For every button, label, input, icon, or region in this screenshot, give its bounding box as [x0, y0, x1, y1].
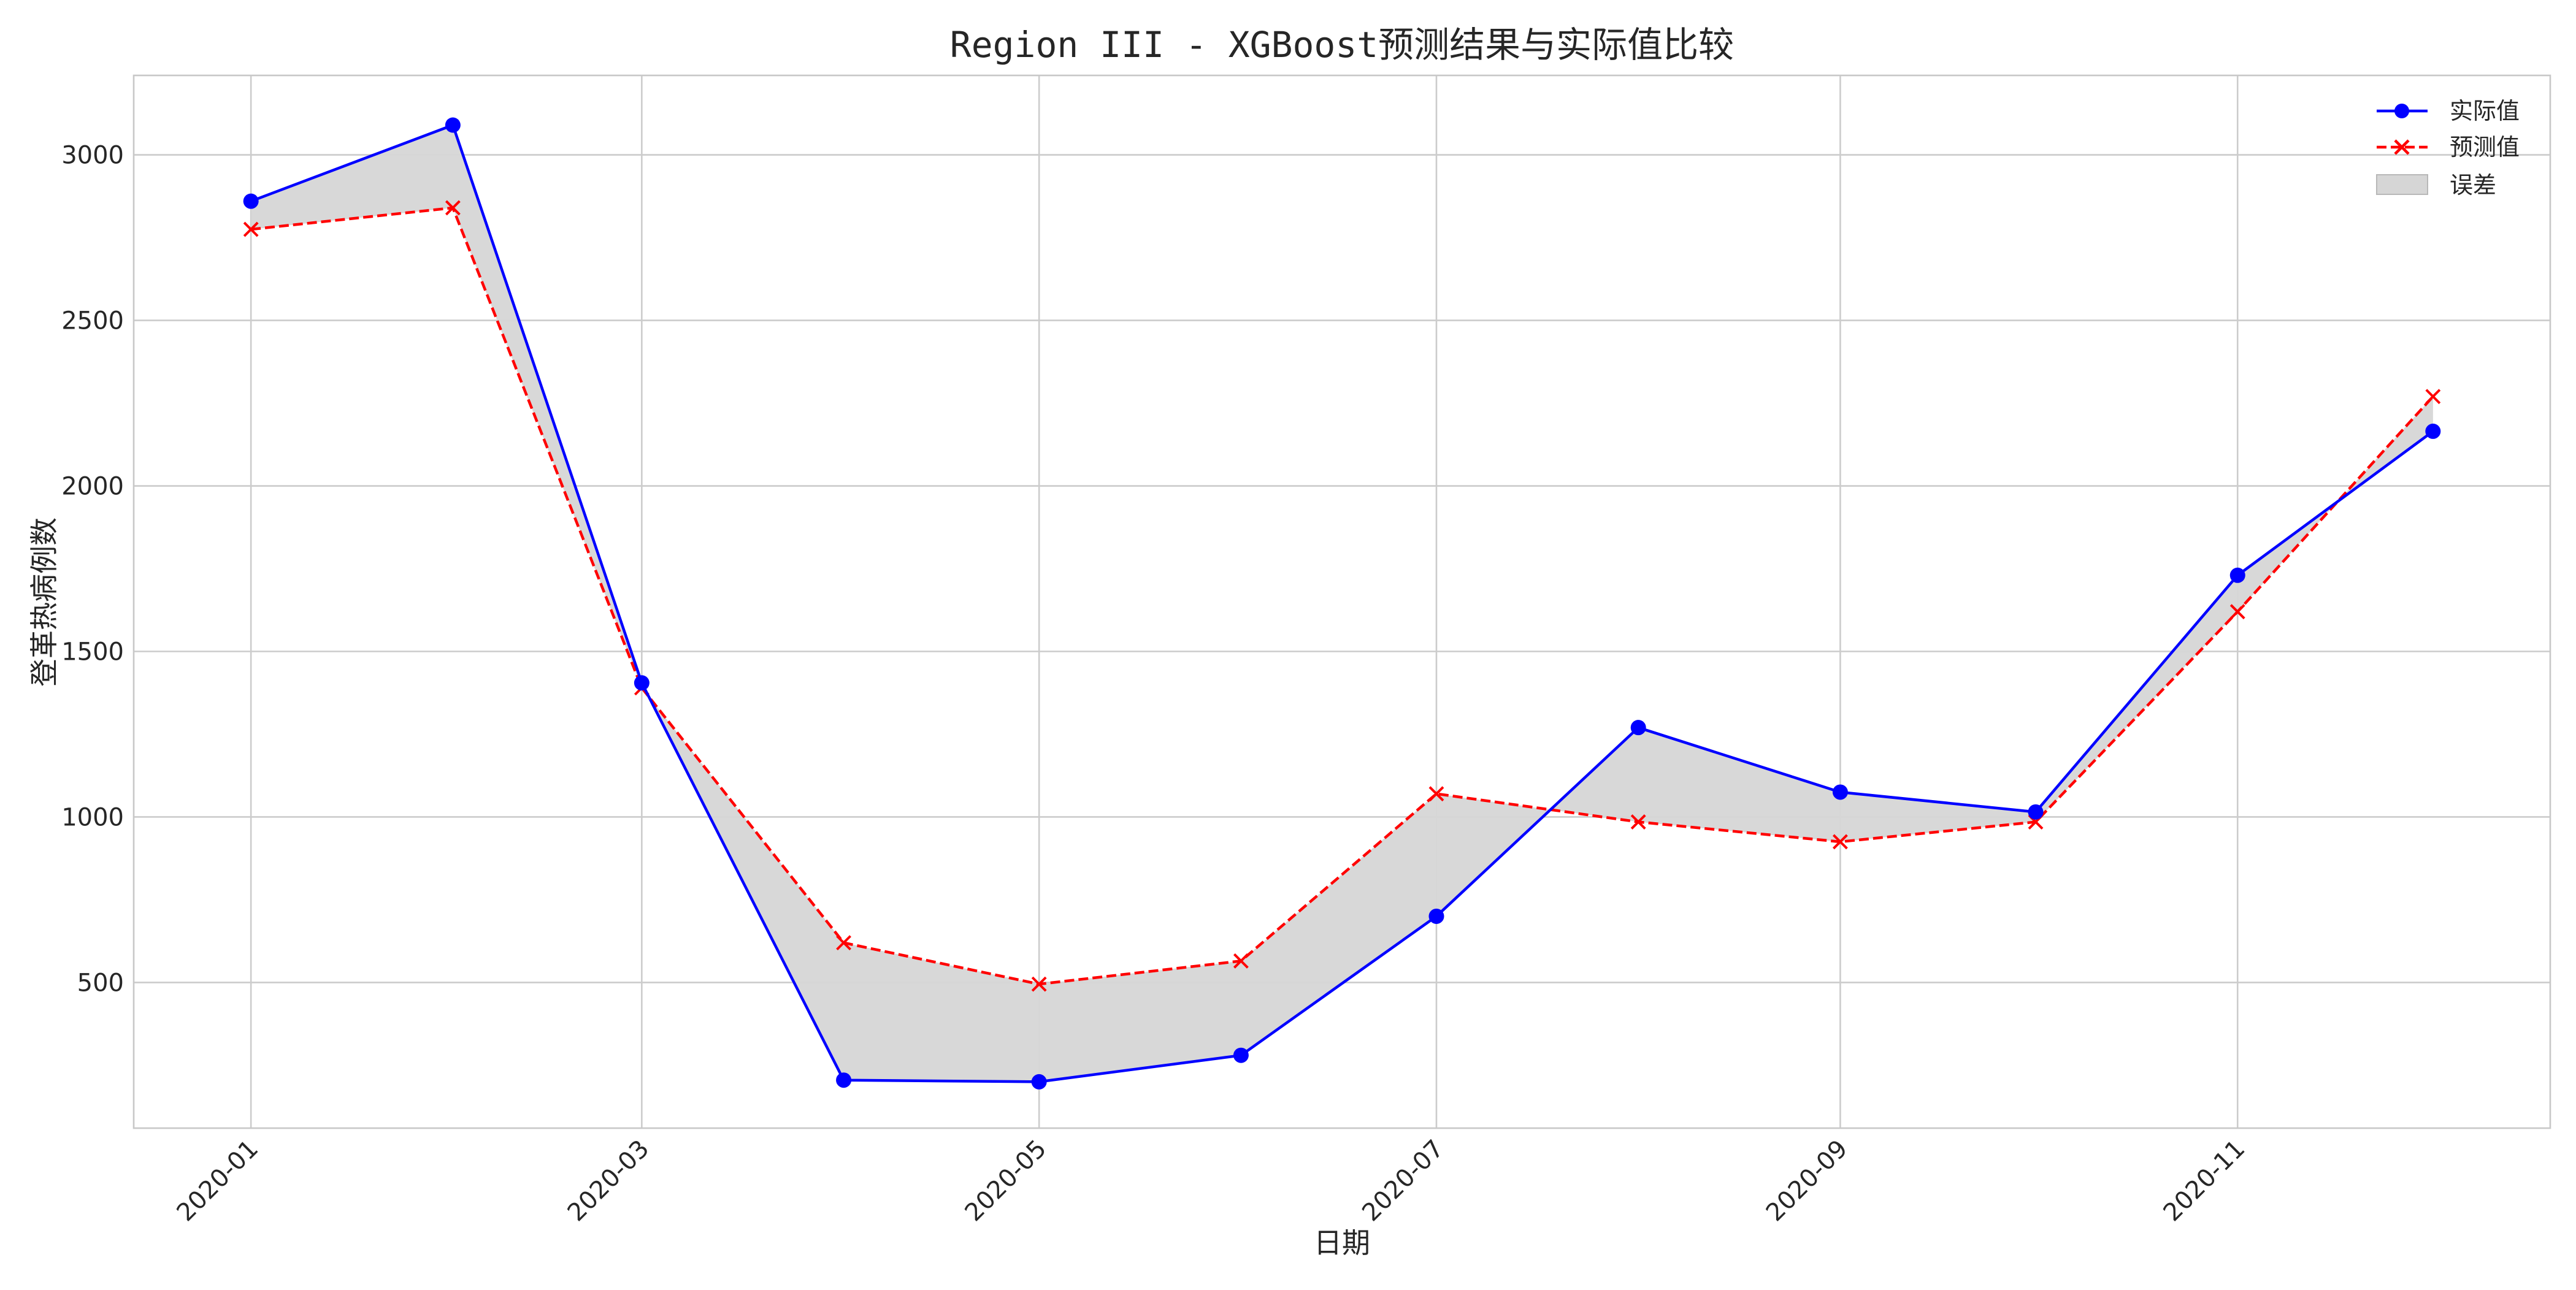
x-tick-label: 2020-03 [562, 1135, 655, 1227]
legend-error-swatch [2376, 174, 2428, 195]
legend-predicted-label: 预测值 [2450, 134, 2520, 161]
x-tick-label: 2020-11 [2158, 1135, 2251, 1227]
legend-predicted-marker [2394, 139, 2410, 155]
x-tick-label: 2020-09 [1761, 1135, 1853, 1227]
actual-point [836, 1072, 852, 1088]
predicted-point [1233, 953, 1249, 969]
y-tick-label: 500 [77, 969, 124, 997]
actual-point [2028, 804, 2044, 820]
predicted-point [1833, 834, 1848, 850]
actual-point [1031, 1074, 1047, 1090]
y-tick-label: 3000 [61, 142, 124, 170]
y-axis-label: 登革热病例数 [28, 517, 61, 687]
actual-series-line [250, 123, 2434, 1083]
chart-title: Region III - XGBoost预测结果与实际值比较 [950, 24, 1734, 66]
y-tick-label: 2000 [61, 473, 124, 501]
predicted-point [1031, 976, 1047, 992]
x-axis-ticks: 2020-01 2020-03 2020-05 2020-07 2020-09 2020-… [172, 1135, 2251, 1227]
series-layer [243, 117, 2441, 1090]
y-tick-label: 1000 [61, 803, 124, 831]
legend-actual-label: 实际值 [2450, 97, 2520, 124]
predicted-point [2229, 604, 2245, 620]
legend-error-label: 误差 [2450, 172, 2496, 199]
actual-point [2229, 567, 2245, 583]
legend: 实际值 预测值 误差 [2376, 97, 2520, 199]
actual-point [1630, 720, 1646, 736]
legend-actual-marker [2394, 104, 2409, 118]
predicted-point [445, 200, 461, 216]
y-tick-label: 2500 [61, 307, 124, 335]
actual-point [1428, 908, 1444, 924]
predicted-series-line [250, 206, 2434, 986]
actual-point [2425, 423, 2441, 439]
x-tick-label: 2020-05 [960, 1135, 1052, 1227]
predicted-point [2425, 389, 2441, 405]
actual-point [445, 117, 461, 133]
error-band-layer [251, 124, 2433, 1082]
predicted-point [1428, 786, 1444, 802]
actual-point [1233, 1047, 1249, 1063]
y-axis-ticks: 500 1000 1500 2000 2500 3000 [61, 142, 124, 998]
x-tick-label: 2020-07 [1357, 1135, 1449, 1227]
predicted-point [1630, 814, 1646, 830]
error-band [251, 124, 2433, 1082]
predicted-point [243, 221, 259, 237]
actual-point [634, 675, 650, 691]
plot-frame [132, 74, 2551, 1129]
x-axis-label: 日期 [1314, 1226, 1370, 1259]
actual-point [1832, 784, 1848, 800]
y-tick-label: 1500 [61, 638, 124, 666]
actual-point [243, 193, 259, 209]
x-tick-label: 2020-01 [172, 1135, 264, 1227]
predicted-point [836, 935, 851, 951]
